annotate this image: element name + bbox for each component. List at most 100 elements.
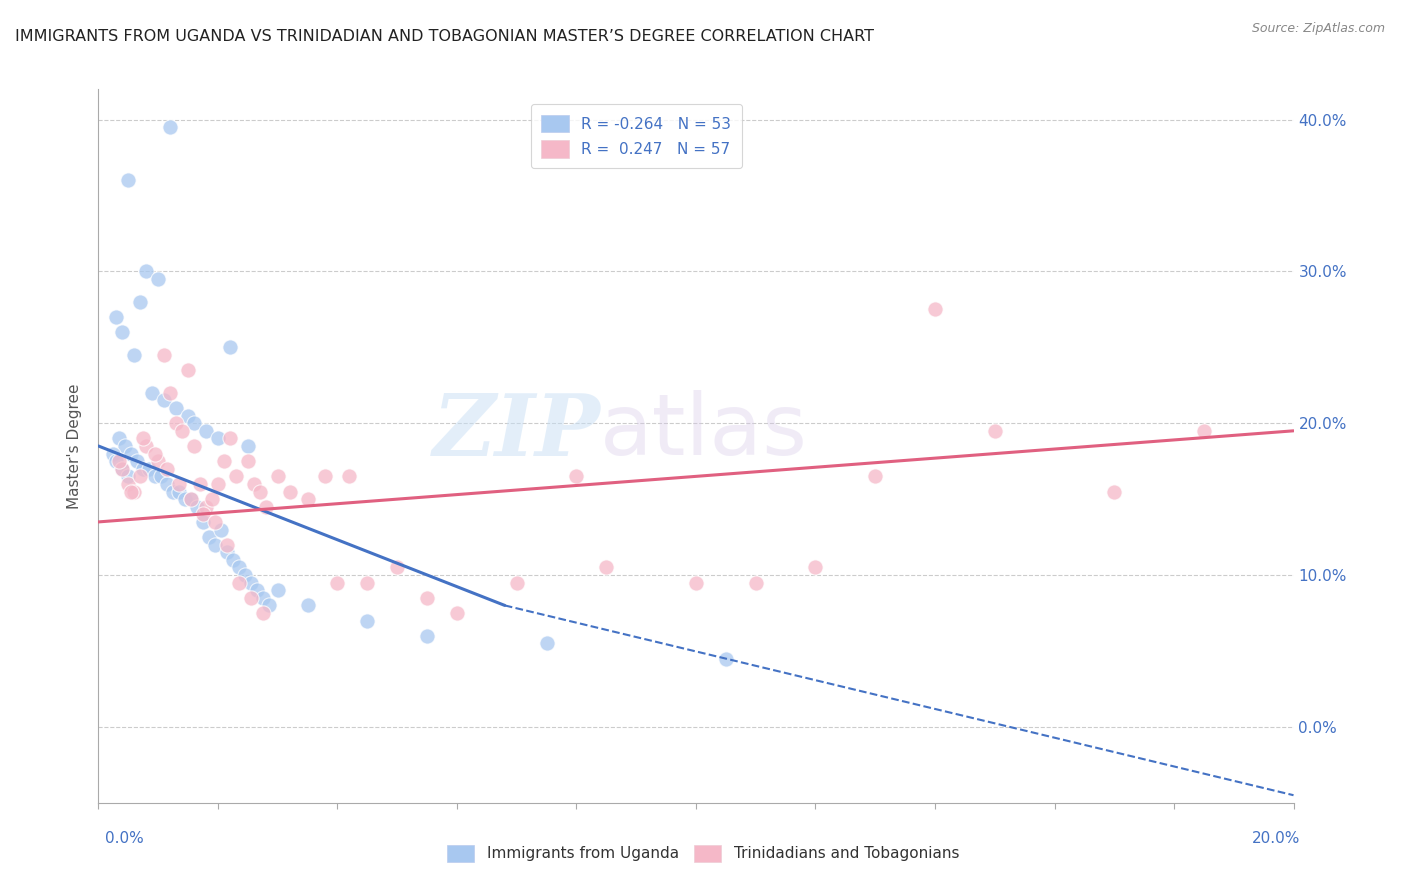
- Point: [162, 484, 184, 499]
- Point: [132, 431, 155, 445]
- Point: [236, 454, 259, 468]
- Point: [228, 560, 250, 574]
- Point: [195, 500, 218, 514]
- Point: [156, 477, 179, 491]
- Point: [111, 462, 134, 476]
- Point: [565, 469, 588, 483]
- Point: [172, 424, 194, 438]
- Point: [209, 523, 232, 537]
- Point: [252, 606, 274, 620]
- Point: [984, 424, 1007, 438]
- Point: [183, 416, 205, 430]
- Point: [114, 439, 136, 453]
- Text: atlas: atlas: [600, 390, 808, 474]
- Point: [215, 538, 238, 552]
- Point: [219, 431, 242, 445]
- Point: [249, 484, 271, 499]
- Point: [103, 447, 125, 461]
- Point: [129, 294, 152, 309]
- Point: [108, 454, 131, 468]
- Point: [186, 500, 208, 514]
- Point: [207, 477, 229, 491]
- Point: [120, 484, 142, 499]
- Point: [536, 636, 558, 650]
- Point: [924, 302, 946, 317]
- Point: [745, 575, 768, 590]
- Point: [156, 462, 179, 476]
- Point: [385, 560, 409, 574]
- Point: [129, 469, 152, 483]
- Point: [148, 272, 170, 286]
- Point: [446, 606, 468, 620]
- Point: [278, 484, 301, 499]
- Point: [180, 492, 202, 507]
- Text: IMMIGRANTS FROM UGANDA VS TRINIDADIAN AND TOBAGONIAN MASTER’S DEGREE CORRELATION: IMMIGRANTS FROM UGANDA VS TRINIDADIAN AN…: [15, 29, 873, 45]
- Point: [108, 431, 131, 445]
- Point: [326, 575, 349, 590]
- Point: [207, 431, 229, 445]
- Text: ZIP: ZIP: [433, 390, 600, 474]
- Point: [153, 393, 176, 408]
- Point: [120, 447, 142, 461]
- Point: [267, 469, 290, 483]
- Point: [111, 325, 134, 339]
- Point: [257, 599, 280, 613]
- Text: 0.0%: 0.0%: [105, 831, 145, 846]
- Point: [865, 469, 887, 483]
- Point: [297, 492, 319, 507]
- Point: [148, 454, 170, 468]
- Point: [124, 348, 146, 362]
- Point: [165, 416, 187, 430]
- Point: [254, 500, 277, 514]
- Point: [416, 591, 439, 605]
- Point: [180, 492, 202, 507]
- Point: [297, 599, 319, 613]
- Legend: R = -0.264   N = 53, R =  0.247   N = 57: R = -0.264 N = 53, R = 0.247 N = 57: [530, 104, 742, 169]
- Point: [219, 340, 242, 354]
- Point: [191, 508, 214, 522]
- Point: [141, 385, 163, 400]
- Point: [201, 492, 224, 507]
- Point: [143, 447, 166, 461]
- Point: [167, 484, 190, 499]
- Text: 20.0%: 20.0%: [1253, 831, 1301, 846]
- Point: [1192, 424, 1215, 438]
- Point: [143, 469, 166, 483]
- Point: [105, 454, 128, 468]
- Point: [183, 439, 205, 453]
- Point: [117, 477, 139, 491]
- Point: [1104, 484, 1126, 499]
- Point: [204, 538, 226, 552]
- Point: [177, 409, 200, 423]
- Y-axis label: Master's Degree: Master's Degree: [67, 384, 83, 508]
- Point: [204, 515, 226, 529]
- Point: [165, 401, 187, 415]
- Point: [124, 484, 146, 499]
- Point: [222, 553, 245, 567]
- Point: [150, 469, 173, 483]
- Point: [212, 454, 235, 468]
- Point: [159, 385, 181, 400]
- Point: [111, 462, 134, 476]
- Point: [595, 560, 617, 574]
- Point: [246, 583, 269, 598]
- Point: [127, 454, 149, 468]
- Point: [198, 530, 221, 544]
- Point: [135, 439, 157, 453]
- Legend: Immigrants from Uganda, Trinidadians and Tobagonians: Immigrants from Uganda, Trinidadians and…: [440, 838, 966, 868]
- Point: [159, 120, 181, 135]
- Point: [233, 568, 256, 582]
- Point: [243, 477, 266, 491]
- Point: [228, 575, 250, 590]
- Point: [714, 651, 737, 665]
- Point: [174, 492, 197, 507]
- Point: [215, 545, 238, 559]
- Point: [117, 173, 139, 187]
- Point: [356, 614, 378, 628]
- Point: [132, 462, 155, 476]
- Point: [188, 477, 211, 491]
- Point: [685, 575, 707, 590]
- Point: [315, 469, 337, 483]
- Point: [191, 515, 214, 529]
- Point: [506, 575, 529, 590]
